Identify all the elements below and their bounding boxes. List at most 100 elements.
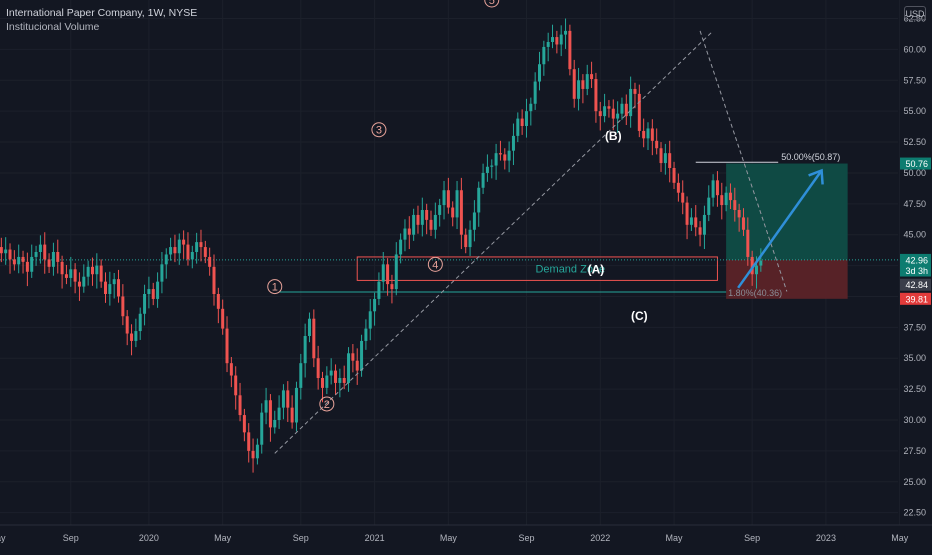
candle-body[interactable] [629, 88, 633, 117]
candle-body[interactable] [208, 256, 212, 267]
candle-body[interactable] [177, 239, 181, 254]
candle-body[interactable] [195, 242, 199, 252]
demand-zone-box[interactable] [356, 256, 718, 281]
candle-body[interactable] [429, 219, 433, 230]
candle-body[interactable] [425, 210, 429, 220]
candle-body[interactable] [564, 30, 568, 35]
trendline-dashed[interactable] [274, 30, 714, 454]
candle-body[interactable] [277, 407, 281, 420]
candle-body[interactable] [190, 252, 194, 260]
candle-body[interactable] [21, 256, 25, 262]
candle-body[interactable] [221, 308, 225, 329]
candle-body[interactable] [611, 108, 615, 119]
candle-body[interactable] [386, 264, 390, 285]
candle-body[interactable] [399, 239, 403, 255]
candle-body[interactable] [173, 247, 177, 254]
candle-body[interactable] [468, 229, 472, 248]
candle-body[interactable] [325, 375, 329, 388]
candle-body[interactable] [351, 353, 355, 361]
candle-body[interactable] [485, 166, 489, 173]
candle-body[interactable] [47, 259, 51, 267]
candle-body[interactable] [347, 353, 351, 383]
candle-body[interactable] [182, 239, 186, 245]
candle-body[interactable] [164, 254, 168, 265]
candle-body[interactable] [412, 214, 416, 235]
candle-body[interactable] [546, 42, 550, 47]
candle-body[interactable] [581, 80, 585, 89]
candle-body[interactable] [238, 395, 242, 416]
wave-label[interactable]: (B) [605, 129, 622, 143]
candle-body[interactable] [442, 190, 446, 206]
wave-label[interactable]: 1 [272, 282, 278, 294]
candle-body[interactable] [4, 249, 8, 254]
candle-body[interactable] [8, 249, 12, 260]
candle-body[interactable] [286, 390, 290, 408]
candle-body[interactable] [60, 261, 64, 275]
candle-body[interactable] [117, 279, 121, 297]
candle-body[interactable] [711, 180, 715, 198]
candle-body[interactable] [433, 214, 437, 230]
candle-body[interactable] [247, 432, 251, 451]
candle-body[interactable] [559, 34, 563, 45]
candle-body[interactable] [529, 103, 533, 112]
candle-body[interactable] [12, 259, 16, 265]
candle-body[interactable] [90, 266, 94, 275]
candle-body[interactable] [95, 265, 99, 275]
candle-body[interactable] [594, 79, 598, 112]
candle-body[interactable] [394, 254, 398, 290]
candle-body[interactable] [338, 378, 342, 383]
candle-body[interactable] [334, 370, 338, 383]
candle-body[interactable] [624, 103, 628, 117]
candle-body[interactable] [381, 264, 385, 282]
candle-body[interactable] [203, 247, 207, 257]
candle-body[interactable] [69, 269, 73, 278]
candle-body[interactable] [572, 69, 576, 99]
candle-body[interactable] [86, 266, 90, 277]
candle-body[interactable] [755, 265, 758, 275]
candle-body[interactable] [603, 106, 607, 117]
candle-body[interactable] [620, 103, 624, 114]
candle-body[interactable] [377, 281, 381, 299]
candle-body[interactable] [407, 228, 411, 235]
candle-body[interactable] [234, 375, 238, 396]
candle-body[interactable] [728, 192, 732, 201]
candle-body[interactable] [616, 113, 620, 119]
candle-body[interactable] [34, 252, 38, 257]
wave-label[interactable]: 4 [432, 259, 438, 271]
candle-body[interactable] [390, 284, 394, 290]
candle-body[interactable] [121, 296, 125, 317]
wave-label[interactable]: (A) [588, 262, 605, 276]
candle-body[interactable] [668, 153, 672, 168]
candle-body[interactable] [268, 400, 272, 428]
candle-body[interactable] [702, 214, 706, 235]
candle-body[interactable] [607, 106, 611, 109]
wave-label[interactable]: (C) [631, 309, 648, 323]
candle-body[interactable] [481, 172, 485, 188]
indicator-name[interactable]: Institucional Volume [6, 21, 100, 33]
candle-body[interactable] [108, 284, 112, 294]
candle-body[interactable] [598, 111, 602, 117]
candle-body[interactable] [750, 256, 754, 275]
candle-body[interactable] [342, 378, 346, 383]
candle-body[interactable] [299, 363, 303, 388]
candle-body[interactable] [281, 390, 285, 408]
target-arrow[interactable] [737, 169, 823, 289]
candle-body[interactable] [746, 229, 750, 257]
candle-body[interactable] [503, 154, 507, 161]
candle-body[interactable] [307, 318, 311, 336]
candle-body[interactable] [294, 387, 298, 423]
candle-body[interactable] [112, 279, 116, 285]
candle-body[interactable] [56, 252, 60, 262]
candle-body[interactable] [160, 264, 164, 282]
candle-body[interactable] [130, 333, 134, 341]
candle-body[interactable] [264, 400, 268, 413]
stop-zone[interactable] [726, 259, 848, 299]
candle-body[interactable] [520, 118, 524, 126]
candle-body[interactable] [156, 281, 160, 299]
candle-body[interactable] [373, 298, 377, 312]
candle-body[interactable] [524, 111, 528, 126]
candle-body[interactable] [555, 37, 559, 45]
wave-label[interactable]: 3 [376, 125, 382, 137]
symbol-title[interactable]: International Paper Company, 1W, NYSE [6, 7, 198, 19]
